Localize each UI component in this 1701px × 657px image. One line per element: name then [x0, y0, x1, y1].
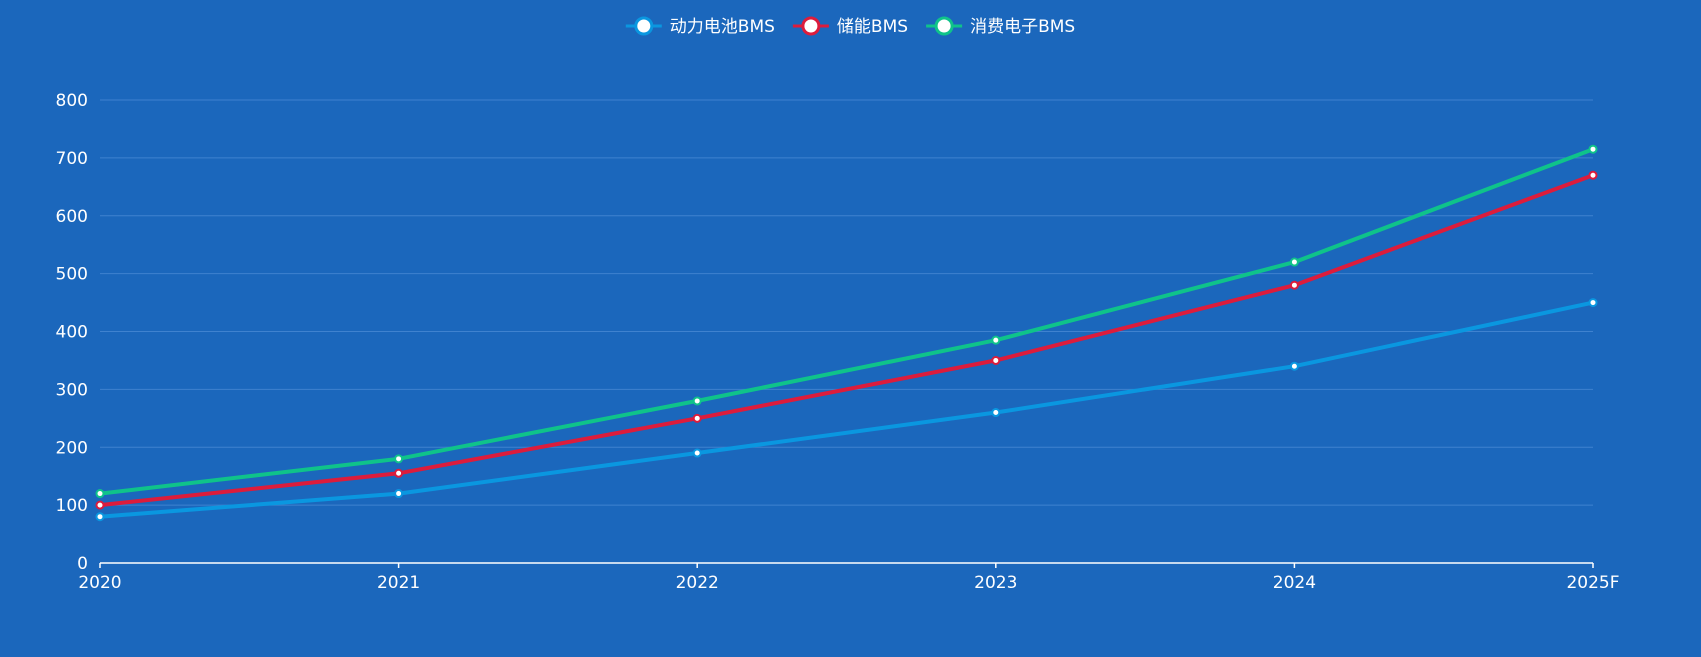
- series-2: [95, 144, 1598, 499]
- data-point[interactable]: [394, 489, 404, 499]
- x-tick-label: 2022: [676, 573, 719, 593]
- y-tick-label: 500: [56, 265, 88, 285]
- y-tick-label: 200: [56, 438, 88, 458]
- data-point[interactable]: [692, 413, 702, 423]
- y-axis: 0 100 200 300 400 500 600 700 800: [56, 91, 88, 574]
- data-point[interactable]: [991, 355, 1001, 365]
- y-tick-label: 400: [56, 323, 88, 343]
- y-tick-label: 800: [56, 91, 88, 111]
- data-point[interactable]: [95, 489, 105, 499]
- x-tick-label: 2020: [78, 573, 121, 593]
- data-point[interactable]: [991, 408, 1001, 418]
- y-tick-label: 100: [56, 496, 88, 516]
- data-point[interactable]: [1588, 144, 1598, 154]
- data-point[interactable]: [95, 500, 105, 510]
- data-point[interactable]: [1289, 361, 1299, 371]
- data-point[interactable]: [95, 512, 105, 522]
- legend-label: 动力电池BMS: [670, 17, 775, 37]
- x-tick-label: 2023: [974, 573, 1017, 593]
- legend-marker-icon: [634, 16, 654, 36]
- y-tick-label: 700: [56, 149, 88, 169]
- data-point[interactable]: [1289, 257, 1299, 267]
- series-line: [99, 173, 1594, 508]
- grid-lines: [100, 99, 1593, 506]
- data-point[interactable]: [394, 468, 404, 478]
- y-tick-label: 300: [56, 380, 88, 400]
- x-axis: 2020 2021 2022 2023 2024 2025F: [78, 562, 1620, 593]
- x-tick-label: 2021: [377, 573, 420, 593]
- legend-marker-icon: [801, 16, 821, 36]
- data-point[interactable]: [991, 335, 1001, 345]
- data-point[interactable]: [1588, 170, 1598, 180]
- y-tick-label: 600: [56, 207, 88, 227]
- legend-marker-icon: [934, 16, 954, 36]
- series-line: [99, 147, 1594, 496]
- series-layer: [95, 144, 1598, 522]
- legend-label: 消费电子BMS: [970, 17, 1075, 37]
- series-0: [95, 298, 1598, 522]
- legend-item[interactable]: 储能BMS: [792, 16, 908, 37]
- legend: 动力电池BMS 储能BMS 消费电子BMS: [625, 16, 1075, 37]
- legend-item[interactable]: 动力电池BMS: [625, 16, 775, 37]
- series-1: [95, 170, 1598, 510]
- y-tick-label: 0: [77, 554, 88, 574]
- x-tick-label: 2025F: [1566, 573, 1619, 593]
- x-tick-label: 2024: [1273, 573, 1316, 593]
- series-line: [99, 300, 1594, 519]
- data-point[interactable]: [692, 448, 702, 458]
- legend-label: 储能BMS: [837, 17, 908, 37]
- data-point[interactable]: [1588, 298, 1598, 308]
- data-point[interactable]: [1289, 280, 1299, 290]
- data-point[interactable]: [394, 454, 404, 464]
- legend-item[interactable]: 消费电子BMS: [926, 16, 1075, 37]
- data-point[interactable]: [692, 396, 702, 406]
